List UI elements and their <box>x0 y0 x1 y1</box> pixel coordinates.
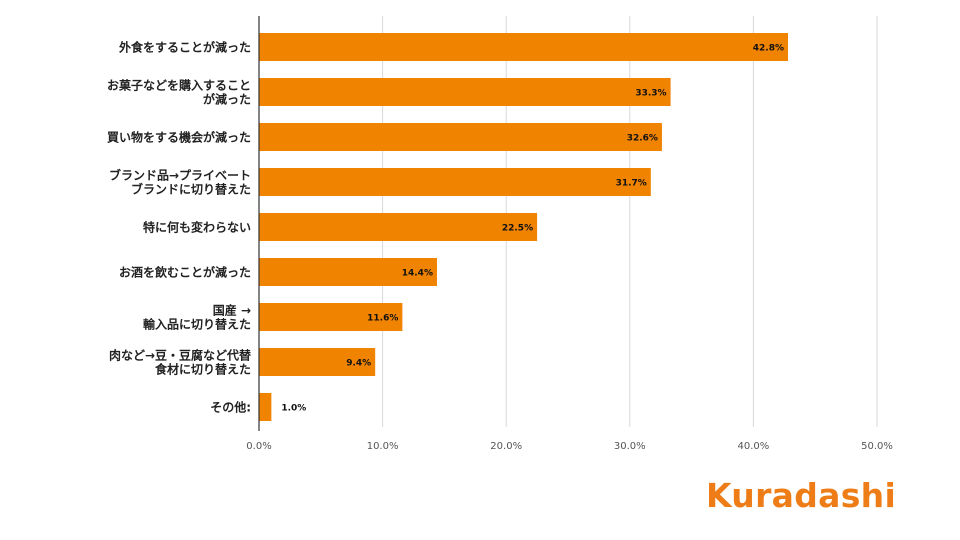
data-label: 33.3% <box>635 89 666 99</box>
data-label: 31.7% <box>616 179 647 189</box>
category-label: ブランドに切り替えた <box>131 182 251 197</box>
bar <box>259 123 662 151</box>
category-label: お菓子などを購入すること <box>107 78 251 93</box>
category-label: ブランド品→プライベート <box>109 168 251 183</box>
category-label: その他: <box>210 400 251 415</box>
category-label: 肉など→豆・豆腐など代替 <box>109 348 252 363</box>
data-label: 1.0% <box>281 404 306 414</box>
data-label: 32.6% <box>627 134 658 144</box>
data-label: 22.5% <box>502 224 533 234</box>
x-tick-label: 10.0% <box>367 441 399 452</box>
bar <box>259 348 376 376</box>
x-tick-label: 50.0% <box>861 441 893 452</box>
category-label: 食材に切り替えた <box>154 362 251 377</box>
x-tick-label: 40.0% <box>738 441 770 452</box>
bar <box>259 258 437 286</box>
bar <box>259 393 272 421</box>
category-label: 買い物をする機会が減った <box>107 130 251 145</box>
category-label: が減った <box>203 92 251 107</box>
data-label: 14.4% <box>402 269 433 279</box>
category-label: 特に何も変わらない <box>143 220 251 235</box>
x-tick-label: 0.0% <box>246 441 271 452</box>
category-label: 輸入品に切り替えた <box>143 317 251 332</box>
data-label: 42.8% <box>753 44 784 54</box>
bar <box>259 213 538 241</box>
category-label: 外食をすることが減った <box>119 40 251 55</box>
bar <box>259 303 403 331</box>
x-tick-label: 20.0% <box>490 441 522 452</box>
data-label: 9.4% <box>346 359 371 369</box>
bar <box>259 33 789 61</box>
category-label: お酒を飲むことが減った <box>119 265 251 280</box>
bar <box>259 78 671 106</box>
x-tick-label: 30.0% <box>614 441 646 452</box>
data-label: 11.6% <box>367 314 398 324</box>
category-label: 国産 → <box>213 303 251 318</box>
logo-text: Kuradashi <box>706 476 897 515</box>
kuradashi-logo: Kuradashi <box>706 474 906 518</box>
bar <box>259 168 651 196</box>
